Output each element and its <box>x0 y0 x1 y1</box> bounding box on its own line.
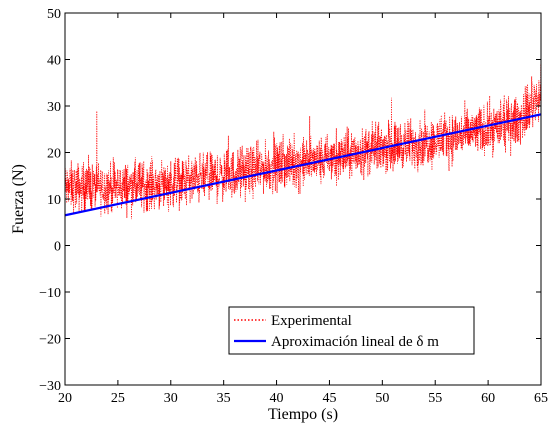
x-tick-label: 65 <box>534 391 548 406</box>
linear-fit-series <box>65 113 541 217</box>
x-tick-label: 30 <box>164 391 178 406</box>
x-tick-label: 50 <box>375 391 389 406</box>
x-tick-label: 40 <box>270 391 284 406</box>
x-tick-label: 60 <box>481 391 495 406</box>
x-tick-label: 55 <box>428 391 442 406</box>
y-axis-ticks: −30 −20 −10 0 10 20 30 40 50 <box>39 7 541 394</box>
experimental-series <box>65 64 541 220</box>
y-axis-label: Fuerza (N) <box>10 164 27 234</box>
x-tick-label: 25 <box>111 391 125 406</box>
y-tick-label: −30 <box>39 379 61 394</box>
y-tick-label: 30 <box>47 100 61 115</box>
linear-fit-line <box>65 113 541 217</box>
x-axis-ticks: 20 25 30 35 40 45 50 55 60 65 <box>58 13 548 406</box>
y-tick-label: 0 <box>54 240 61 255</box>
x-tick-label: 20 <box>58 391 72 406</box>
x-tick-label: 35 <box>217 391 231 406</box>
legend-box <box>228 306 475 355</box>
experimental-line <box>65 64 541 220</box>
legend-label-experimental: Experimental <box>271 313 352 329</box>
x-tick-label: 45 <box>322 391 336 406</box>
y-tick-label: 50 <box>47 7 61 22</box>
y-tick-label: 10 <box>47 193 61 208</box>
y-tick-label: −10 <box>39 286 61 301</box>
y-tick-label: 40 <box>47 54 61 69</box>
y-tick-label: −20 <box>39 333 61 348</box>
y-tick-label: 20 <box>47 147 61 162</box>
x-axis-label: Tiempo (s) <box>268 406 338 423</box>
legend-label-linear-fit: Aproximación lineal de δ m <box>271 334 439 350</box>
legend: Experimental Aproximación lineal de δ m <box>228 306 475 355</box>
